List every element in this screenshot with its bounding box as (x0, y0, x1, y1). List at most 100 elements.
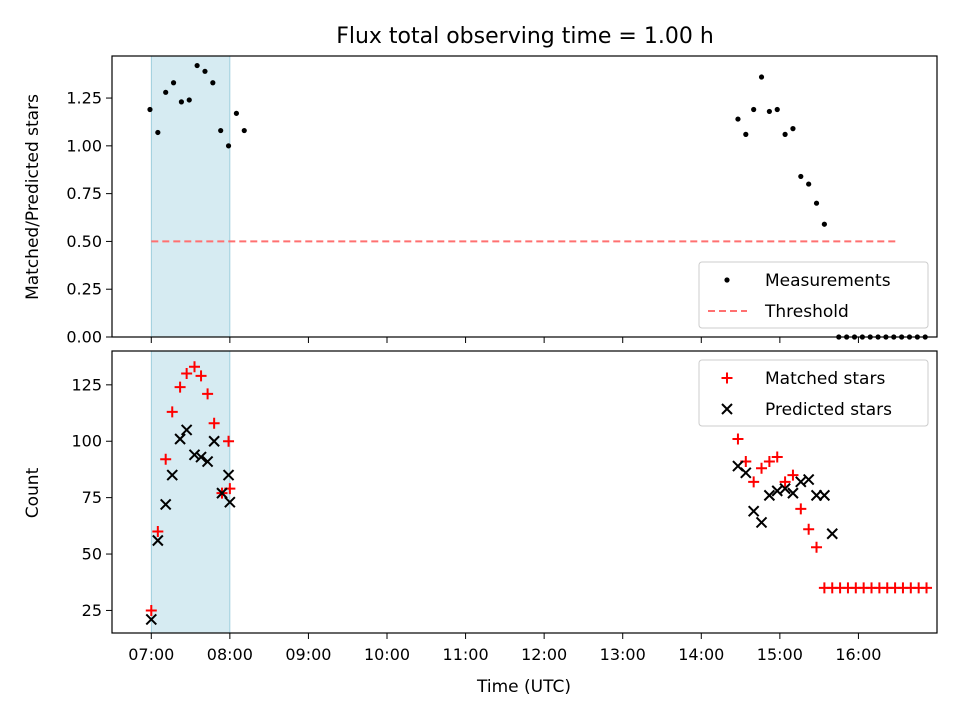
data-point (145, 613, 157, 626)
data-point (218, 127, 224, 134)
data-point (782, 131, 788, 137)
data-point (771, 485, 783, 497)
data-point (201, 455, 214, 468)
data-point (152, 534, 164, 547)
data-point (223, 435, 235, 447)
data-point (208, 435, 220, 447)
data-point (160, 453, 172, 465)
data-point (787, 469, 799, 481)
data-point (233, 110, 240, 116)
x-axis-label: Time (UTC) (476, 677, 571, 697)
data-point (180, 424, 193, 436)
shaded-interval (150, 55, 231, 338)
x-tick-label: 11:00 (443, 645, 489, 664)
data-point (779, 476, 791, 488)
data-point (189, 361, 200, 373)
data-point (821, 221, 827, 227)
legend-label: Threshold (764, 302, 849, 322)
bottom-y-axis-label: Count (23, 467, 43, 518)
data-point (779, 482, 791, 495)
data-point (222, 469, 235, 481)
x-tick-label: 15:00 (757, 645, 803, 664)
data-point (163, 89, 169, 95)
data-point (802, 473, 815, 486)
y-tick-label: 50 (82, 545, 102, 564)
y-tick-label: 0.50 (66, 232, 102, 251)
top-panel: 0.00 0.25 0.50 0.75 1.00 1.25 Measurements Thre… (66, 55, 938, 347)
data-point (806, 181, 812, 187)
data-point (181, 368, 193, 380)
data-point (159, 498, 172, 511)
data-point (202, 68, 208, 74)
data-point (818, 489, 831, 502)
data-point (166, 406, 178, 418)
top-y-axis-label: Matched/Predicted stars (23, 94, 43, 300)
data-point (921, 582, 933, 594)
data-point (166, 469, 178, 481)
data-point (813, 200, 820, 206)
legend-box (698, 261, 929, 329)
x-tick-label: 12:00 (521, 645, 567, 664)
data-point (811, 541, 823, 553)
data-point (795, 503, 807, 515)
y-tick-label: 125 (71, 375, 102, 394)
series-1 (147, 62, 928, 340)
legend-marker (724, 277, 730, 283)
data-point (732, 433, 744, 445)
legend-box (698, 359, 929, 427)
data-point (145, 604, 157, 616)
data-point (748, 476, 760, 488)
x-tick-label: 07:00 (128, 645, 174, 664)
data-point (758, 74, 765, 80)
data-point (747, 505, 760, 517)
legend: Matched stars Predicted stars (698, 359, 929, 427)
y-tick-label: 25 (82, 601, 102, 620)
data-point (763, 489, 776, 502)
data-point (174, 433, 186, 445)
data-point (178, 99, 185, 105)
data-point (174, 381, 186, 393)
data-point (170, 80, 177, 86)
y-tick-label: 0.25 (66, 280, 102, 299)
data-point (202, 388, 214, 400)
shaded-interval (150, 350, 231, 634)
legend: Measurements Threshold (698, 261, 929, 329)
data-point (743, 131, 749, 137)
axes-frame (111, 350, 938, 634)
x-tick-label: 10:00 (364, 645, 410, 664)
data-point (210, 80, 216, 86)
legend-marker (721, 372, 733, 384)
data-point (195, 370, 207, 382)
legend-label: Measurements (765, 271, 891, 291)
data-point (803, 523, 815, 535)
data-point (195, 451, 207, 463)
bottom-panel: 25 50 75 100 125 07:00 08:00 09:00 10:00 11:00 12:… (71, 350, 938, 664)
data-point (766, 108, 772, 115)
y-tick-label: 0.75 (66, 184, 102, 203)
legend-label: Matched stars (765, 369, 885, 389)
data-point (155, 129, 161, 136)
data-point (194, 62, 200, 69)
x-tick-label: 09:00 (285, 645, 331, 664)
data-point (241, 127, 247, 134)
data-point (774, 106, 780, 113)
data-point (787, 487, 799, 499)
y-tick-label: 1.25 (66, 89, 102, 108)
data-point (826, 528, 838, 540)
data-point (147, 106, 153, 113)
y-tick-label: 75 (82, 488, 102, 507)
data-point (790, 126, 796, 132)
series-2 (145, 424, 838, 626)
y-tick-label: 0.00 (66, 328, 102, 347)
x-tick-label: 14:00 (678, 645, 724, 664)
data-point (755, 516, 768, 529)
x-tick-label: 08:00 (207, 645, 253, 664)
data-point (186, 97, 192, 103)
data-point (152, 525, 164, 537)
y-tick-label: 100 (71, 432, 102, 451)
data-point (763, 456, 775, 468)
data-point (795, 476, 807, 488)
legend-marker (721, 403, 733, 415)
data-point (735, 116, 741, 122)
